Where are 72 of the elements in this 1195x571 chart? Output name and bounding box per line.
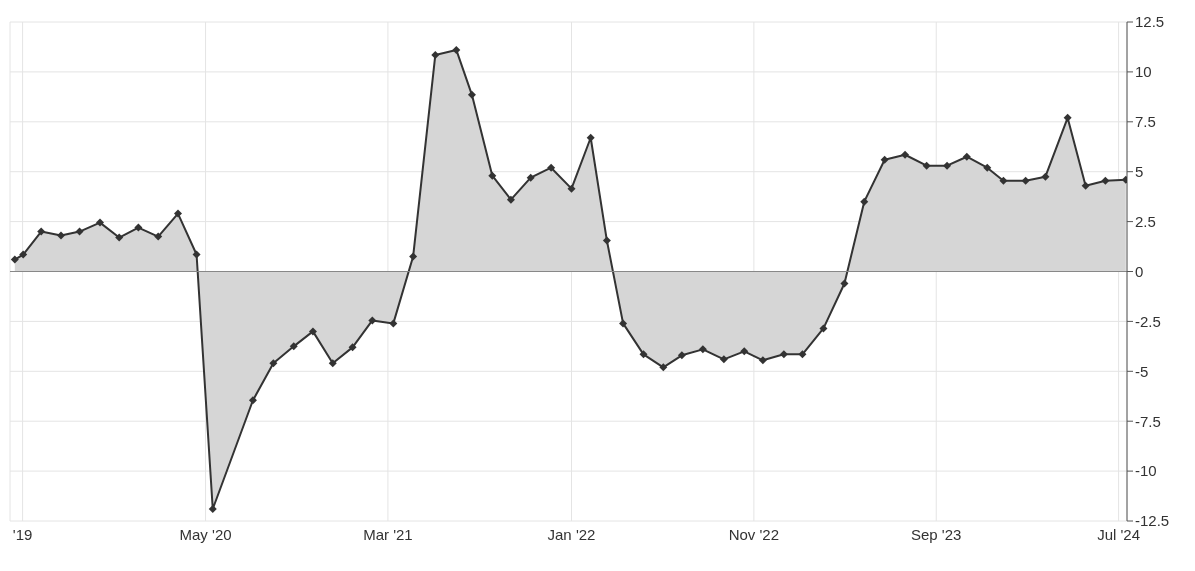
- point: [389, 319, 398, 328]
- point: [10, 255, 19, 264]
- point: [409, 252, 418, 261]
- point: [37, 227, 46, 236]
- point: [922, 161, 931, 170]
- y-tick-label: -7.5: [1135, 412, 1161, 430]
- point: [154, 232, 163, 241]
- point: [95, 218, 104, 227]
- point: [1101, 176, 1110, 185]
- point: [999, 176, 1008, 185]
- point: [698, 345, 707, 354]
- point: [75, 227, 84, 236]
- point: [192, 250, 201, 259]
- point: [547, 163, 556, 172]
- y-tick-label: 0: [1135, 262, 1144, 280]
- point: [452, 45, 461, 54]
- y-tick-label: -5: [1135, 362, 1149, 380]
- point: [983, 163, 992, 172]
- y-tick-label: 2.5: [1135, 212, 1156, 230]
- point: [719, 355, 728, 364]
- y-tick-label: 10: [1135, 63, 1152, 81]
- y-tick-label: -10: [1135, 462, 1157, 480]
- point: [506, 195, 515, 204]
- x-tick-label: Mar '21: [363, 525, 413, 543]
- point: [860, 197, 869, 206]
- point: [677, 351, 686, 360]
- y-tick-label: -2.5: [1135, 312, 1161, 330]
- point: [348, 343, 357, 352]
- point: [488, 171, 497, 180]
- point: [602, 236, 611, 245]
- point: [740, 347, 749, 356]
- point: [639, 350, 648, 359]
- x-tick-label: May '20: [179, 525, 232, 543]
- point: [1081, 181, 1090, 190]
- x-tick-label: Nov '22: [728, 525, 780, 543]
- point: [880, 155, 889, 164]
- x-tick-label: Jan '22: [547, 525, 596, 543]
- point: [779, 350, 788, 359]
- point: [328, 359, 337, 368]
- point: [115, 233, 124, 242]
- point: [134, 223, 143, 232]
- x-tick-label: Sep '23: [911, 525, 962, 543]
- point: [368, 316, 377, 325]
- point: [173, 209, 182, 218]
- point: [586, 133, 595, 142]
- point: [269, 359, 278, 368]
- y-tick-label: 5: [1135, 163, 1144, 181]
- point: [248, 396, 257, 405]
- x-tick-label: '19: [12, 525, 33, 543]
- point: [901, 150, 910, 159]
- point: [943, 161, 952, 170]
- point: [208, 505, 217, 514]
- point: [659, 363, 668, 372]
- point: [526, 173, 535, 182]
- point: [467, 90, 476, 99]
- point: [819, 324, 828, 333]
- point: [962, 152, 971, 161]
- y-tick-label: 12.5: [1135, 13, 1165, 31]
- point: [758, 356, 767, 365]
- point: [431, 50, 440, 59]
- y-tick-label: 7.5: [1135, 113, 1156, 131]
- point: [19, 250, 28, 259]
- point: [56, 231, 65, 240]
- point: [619, 319, 628, 328]
- point: [798, 350, 807, 359]
- point: [567, 184, 576, 193]
- point: [1041, 172, 1050, 181]
- point: [289, 342, 298, 351]
- point: [1021, 176, 1030, 185]
- point: [1063, 113, 1072, 122]
- point: [840, 279, 849, 288]
- point: [308, 327, 317, 336]
